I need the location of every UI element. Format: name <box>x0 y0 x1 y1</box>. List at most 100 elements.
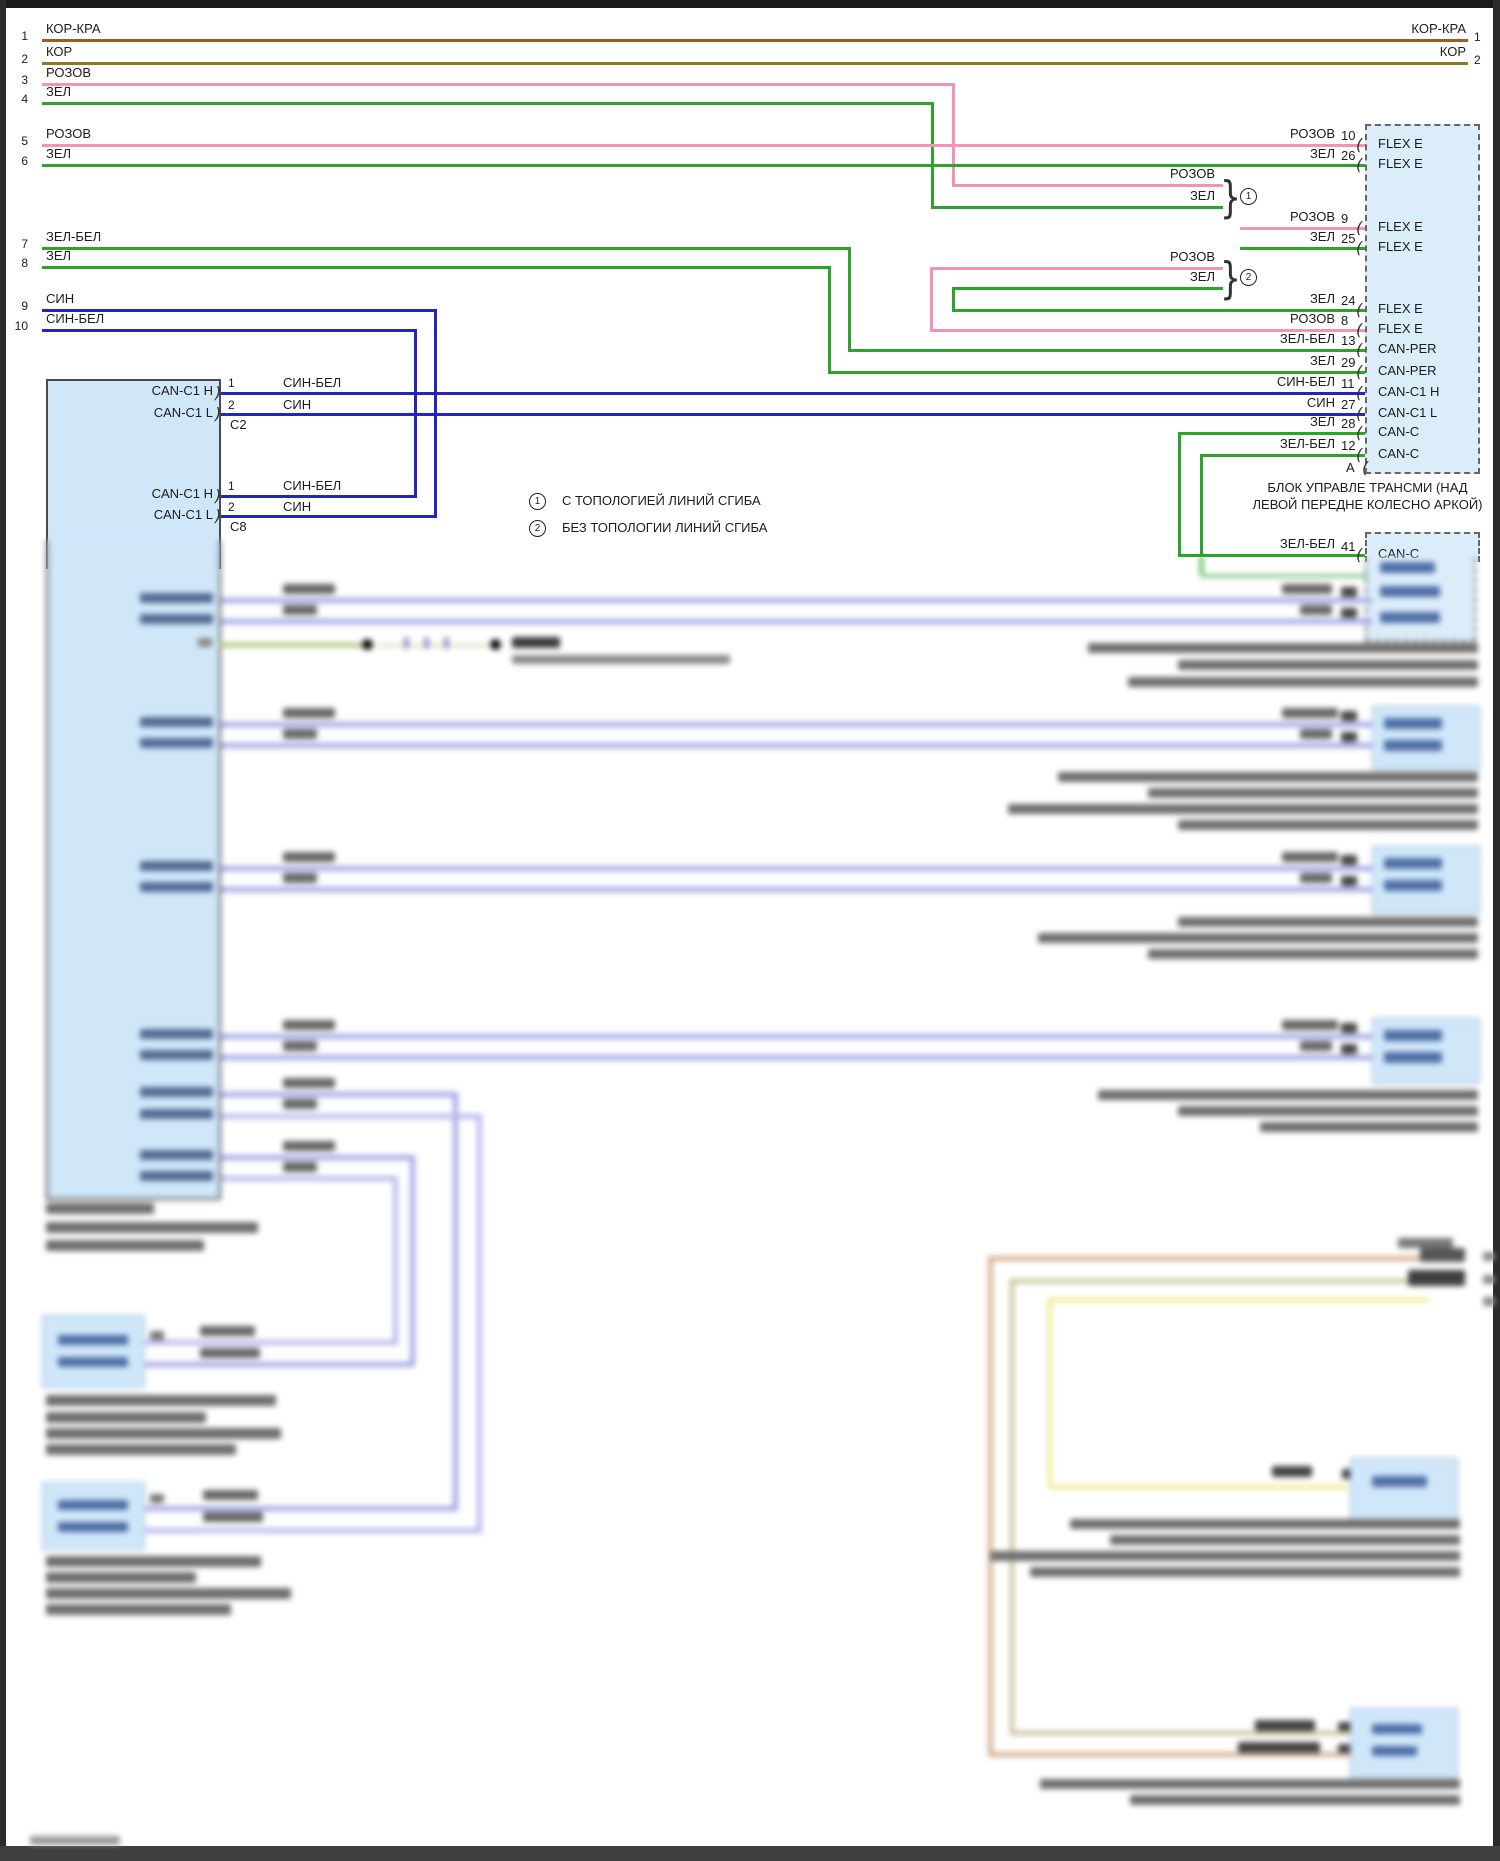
pin-wire: РОЗОВ <box>1290 311 1335 326</box>
pin-wire: ЗЕЛ-БЕЛ <box>1279 331 1335 346</box>
wire <box>1240 247 1365 250</box>
pin-name: FLEX E <box>1378 219 1423 234</box>
wire <box>42 309 437 312</box>
wire <box>42 247 851 250</box>
wire-num: 3 <box>21 73 28 87</box>
pin-name: CAN-PER <box>1378 341 1437 356</box>
pin-num: 25 <box>1341 231 1356 246</box>
wire <box>848 247 851 352</box>
wire-num: 7 <box>21 237 28 251</box>
pin-wire: РОЗОВ <box>1290 209 1335 224</box>
ecu-caption: БЛОК УПРАВЛЕ ТРАНСМИ (НАД <box>1267 480 1468 495</box>
pin-exit: ) <box>215 486 222 505</box>
pin-entry: ( <box>1362 458 1369 477</box>
pin-name: FLEX E <box>1378 239 1423 254</box>
wire-num: 9 <box>21 299 28 313</box>
pin-name: CAN-C1 L <box>1378 405 1438 420</box>
wire-label: ЗЕЛ-БЕЛ <box>46 229 102 244</box>
pin-exit: ) <box>215 404 222 423</box>
wire <box>1178 432 1181 556</box>
wire <box>828 266 831 374</box>
pin-num: 24 <box>1341 293 1356 308</box>
variant2-marker: 2 <box>1240 269 1257 286</box>
wire-label: КОР <box>46 44 73 59</box>
wire <box>1240 227 1365 230</box>
pin-entry: ( <box>1356 362 1363 381</box>
wire <box>1200 454 1365 457</box>
wire <box>931 206 1223 209</box>
wire <box>42 266 831 269</box>
pin-wire: ЗЕЛ <box>1309 229 1335 244</box>
wire <box>1178 554 1365 557</box>
wire <box>42 39 1468 42</box>
wire-num: 6 <box>21 154 28 168</box>
pin-wire: ЗЕЛ <box>1309 353 1335 368</box>
frame-top <box>0 0 1500 8</box>
pin-num: 11 <box>1341 376 1355 391</box>
pin-name: CAN-C1 H <box>151 383 213 398</box>
pin-num: 10 <box>1341 128 1356 143</box>
wire <box>952 309 1365 312</box>
connector-id: C2 <box>230 417 247 432</box>
pin-entry: ( <box>1356 383 1363 402</box>
pin-name: CAN-C1 H <box>151 486 213 501</box>
wire <box>42 329 417 332</box>
pin-entry: ( <box>1356 238 1363 257</box>
legend-2-text: БЕЗ ТОПОЛОГИИ ЛИНИЙ СГИБА <box>562 520 768 535</box>
pin-num: 2 <box>228 500 235 514</box>
brace: } <box>1220 172 1241 223</box>
wire-label: РОЗОВ <box>1170 166 1215 181</box>
wire <box>930 267 1223 270</box>
blurred-region <box>0 540 1500 1845</box>
pin-wire: ЗЕЛ-БЕЛ <box>1279 536 1335 551</box>
pin-num: 28 <box>1341 416 1356 431</box>
wire-num: 1 <box>21 29 28 43</box>
pin-name: CAN-C <box>1378 446 1420 461</box>
wire <box>1200 454 1203 556</box>
connector-id: C8 <box>230 519 247 534</box>
ecu-caption: ЛЕВОЙ ПЕРЕДНЕ КОЛЕСНО АРКОЙ) <box>1252 497 1483 512</box>
pin-wire: ЗЕЛ <box>1309 146 1335 161</box>
wire <box>952 287 1223 290</box>
pin-num: 27 <box>1341 397 1356 412</box>
pin-wire: РОЗОВ <box>1290 126 1335 141</box>
pin-wire: СИН <box>283 397 312 412</box>
ecu-box <box>1365 124 1480 474</box>
wire-label: КОР <box>1439 44 1466 59</box>
wire-num: 5 <box>21 134 28 148</box>
wire-label: РОЗОВ <box>46 65 91 80</box>
wire-label: КОР-КРА <box>1411 21 1466 36</box>
wire-num: 8 <box>21 256 28 270</box>
wire <box>42 164 1365 167</box>
pin-wire: ЗЕЛ <box>1309 414 1335 429</box>
wire <box>221 495 417 498</box>
pin-wire: СИН <box>1306 395 1335 410</box>
wire <box>952 184 1223 187</box>
wire <box>42 62 1468 65</box>
wire-num: 10 <box>14 319 28 333</box>
wire-label: ЗЕЛ <box>1189 269 1215 284</box>
wire-num: 1 <box>1474 30 1481 44</box>
wire <box>42 144 1365 147</box>
pin-entry: ( <box>1356 404 1363 423</box>
wire-label: РОЗОВ <box>1170 249 1215 264</box>
wire <box>952 83 955 187</box>
wire-label: КОР-КРА <box>46 21 101 36</box>
legend-1-text: С ТОПОЛОГИЕЙ ЛИНИЙ СГИБА <box>562 493 761 508</box>
pin-wire: СИН-БЕЛ <box>283 375 342 390</box>
wire-num: 4 <box>21 92 28 106</box>
wire-label: ЗЕЛ <box>46 84 72 99</box>
pin-name: CAN-C <box>1378 424 1420 439</box>
pin-wire: ЗЕЛ-БЕЛ <box>1279 436 1335 451</box>
wire-num: 2 <box>1474 53 1481 67</box>
pin-num: 9 <box>1341 211 1349 226</box>
frame-right <box>1493 0 1500 1861</box>
pin-num: 13 <box>1341 333 1356 348</box>
pin-wire: ЗЕЛ <box>1309 291 1335 306</box>
wire <box>42 83 955 86</box>
pin-num: 1 <box>228 479 235 493</box>
pin-name: CAN-C1 L <box>153 507 213 522</box>
pin-num: 1 <box>228 376 235 390</box>
pin-name: FLEX E <box>1378 301 1423 316</box>
